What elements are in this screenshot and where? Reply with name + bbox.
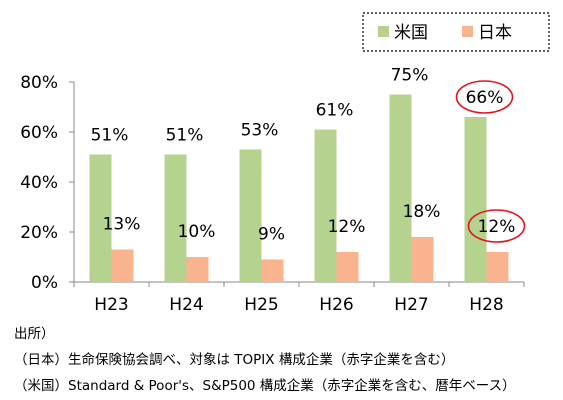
bar-us-H27 [389,94,412,282]
source-heading: 出所） [14,326,55,342]
bars [89,94,509,282]
axes: 0% 20% 40% 60% 80% H23 H24 H25 H26 H27 H28 [20,73,525,315]
data-label-us-H26: 61% [316,101,354,121]
data-label-us-H28: 66% [466,88,504,108]
x-tick-label: H27 [394,295,428,315]
bar-us-H25 [239,149,262,282]
y-tick-label: 60% [20,123,58,143]
y-tick-label: 0% [31,273,58,293]
bar-us-H28 [464,117,487,282]
bar-chart: 米国 日本 0% 20% 40% 60% 80% H23 H24 H25 H26 H27 H28 51… [20,12,550,315]
data-label-us-H25: 53% [241,121,279,141]
legend-label-japan: 日本 [478,23,512,43]
data-label-japan-H28: 12% [478,217,516,237]
bar-us-H24 [164,154,187,282]
data-label-japan-H24: 10% [178,222,216,242]
bar-japan-H24 [186,257,209,282]
data-label-japan-H26: 12% [328,217,366,237]
legend: 米国 日本 [362,12,550,52]
x-tick-label: H26 [319,295,353,315]
bar-us-H26 [314,129,337,282]
bar-japan-H28 [486,252,509,282]
data-label-us-H24: 51% [166,126,204,146]
data-label-japan-H25: 9% [258,225,285,245]
bar-japan-H26 [336,252,359,282]
bar-us-H23 [89,154,112,282]
highlight-circle-us-H28 [455,80,514,114]
legend-swatch-us [378,26,389,37]
data-label-japan-H27: 18% [403,202,441,222]
x-tick-label: H25 [244,295,278,315]
x-tick-label: H28 [469,295,503,315]
source-note-japan: （日本）生命保険協会調べ、対象は TOPIX 構成企業（赤字企業を含む） [14,352,455,368]
data-label-japan-H23: 13% [103,215,141,235]
source-note-us: （米国）Standard & Poor's、S&P500 構成企業（赤字企業を含… [14,378,516,394]
data-label-us-H23: 51% [91,126,129,146]
legend-swatch-japan [462,26,473,37]
y-tick-label: 20% [20,223,58,243]
highlight-circle-japan-H28 [467,209,526,243]
y-tick-label: 80% [20,73,58,93]
data-label-us-H27: 75% [391,66,429,86]
bar-japan-H25 [261,259,284,282]
bar-japan-H23 [111,249,134,282]
y-tick-label: 40% [20,173,58,193]
x-tick-label: H23 [94,295,128,315]
legend-box [362,12,550,52]
data-labels: 51% 51% 53% 61% 75% 66% 13% 10% 9% 12% 18% 12% [91,66,526,245]
bar-japan-H27 [411,237,434,282]
legend-label-us: 米国 [394,23,428,43]
x-tick-label: H24 [169,295,203,315]
